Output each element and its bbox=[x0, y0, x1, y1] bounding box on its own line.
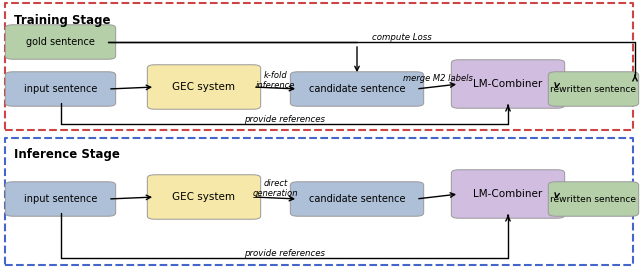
FancyBboxPatch shape bbox=[291, 72, 424, 106]
Text: rewritten sentence: rewritten sentence bbox=[550, 194, 637, 204]
Text: input sentence: input sentence bbox=[24, 194, 97, 204]
Text: gold sentence: gold sentence bbox=[26, 37, 95, 47]
Text: compute Loss: compute Loss bbox=[372, 34, 431, 43]
FancyBboxPatch shape bbox=[451, 60, 564, 108]
FancyBboxPatch shape bbox=[5, 182, 116, 216]
Text: rewritten sentence: rewritten sentence bbox=[550, 84, 637, 94]
Text: merge M2 labels: merge M2 labels bbox=[403, 75, 472, 83]
Text: k-fold: k-fold bbox=[264, 70, 287, 80]
Text: candidate sentence: candidate sentence bbox=[308, 194, 405, 204]
Text: Training Stage: Training Stage bbox=[14, 14, 111, 27]
FancyBboxPatch shape bbox=[147, 175, 260, 219]
FancyBboxPatch shape bbox=[548, 72, 639, 106]
Text: Inference Stage: Inference Stage bbox=[14, 148, 120, 161]
Text: GEC system: GEC system bbox=[173, 82, 236, 92]
Text: candidate sentence: candidate sentence bbox=[308, 84, 405, 94]
FancyBboxPatch shape bbox=[5, 72, 116, 106]
FancyBboxPatch shape bbox=[291, 182, 424, 216]
FancyBboxPatch shape bbox=[147, 65, 260, 109]
Bar bbox=[5, 3, 633, 130]
Text: GEC system: GEC system bbox=[173, 192, 236, 202]
Text: provide references: provide references bbox=[244, 115, 324, 125]
Text: direct: direct bbox=[264, 179, 287, 187]
Text: inference: inference bbox=[256, 80, 295, 90]
Text: LM-Combiner: LM-Combiner bbox=[474, 79, 543, 89]
Text: generation: generation bbox=[253, 189, 298, 197]
Bar bbox=[5, 138, 633, 265]
Text: provide references: provide references bbox=[244, 250, 324, 259]
FancyBboxPatch shape bbox=[451, 170, 564, 218]
FancyBboxPatch shape bbox=[548, 182, 639, 216]
Text: LM-Combiner: LM-Combiner bbox=[474, 189, 543, 199]
Text: input sentence: input sentence bbox=[24, 84, 97, 94]
FancyBboxPatch shape bbox=[5, 25, 116, 59]
